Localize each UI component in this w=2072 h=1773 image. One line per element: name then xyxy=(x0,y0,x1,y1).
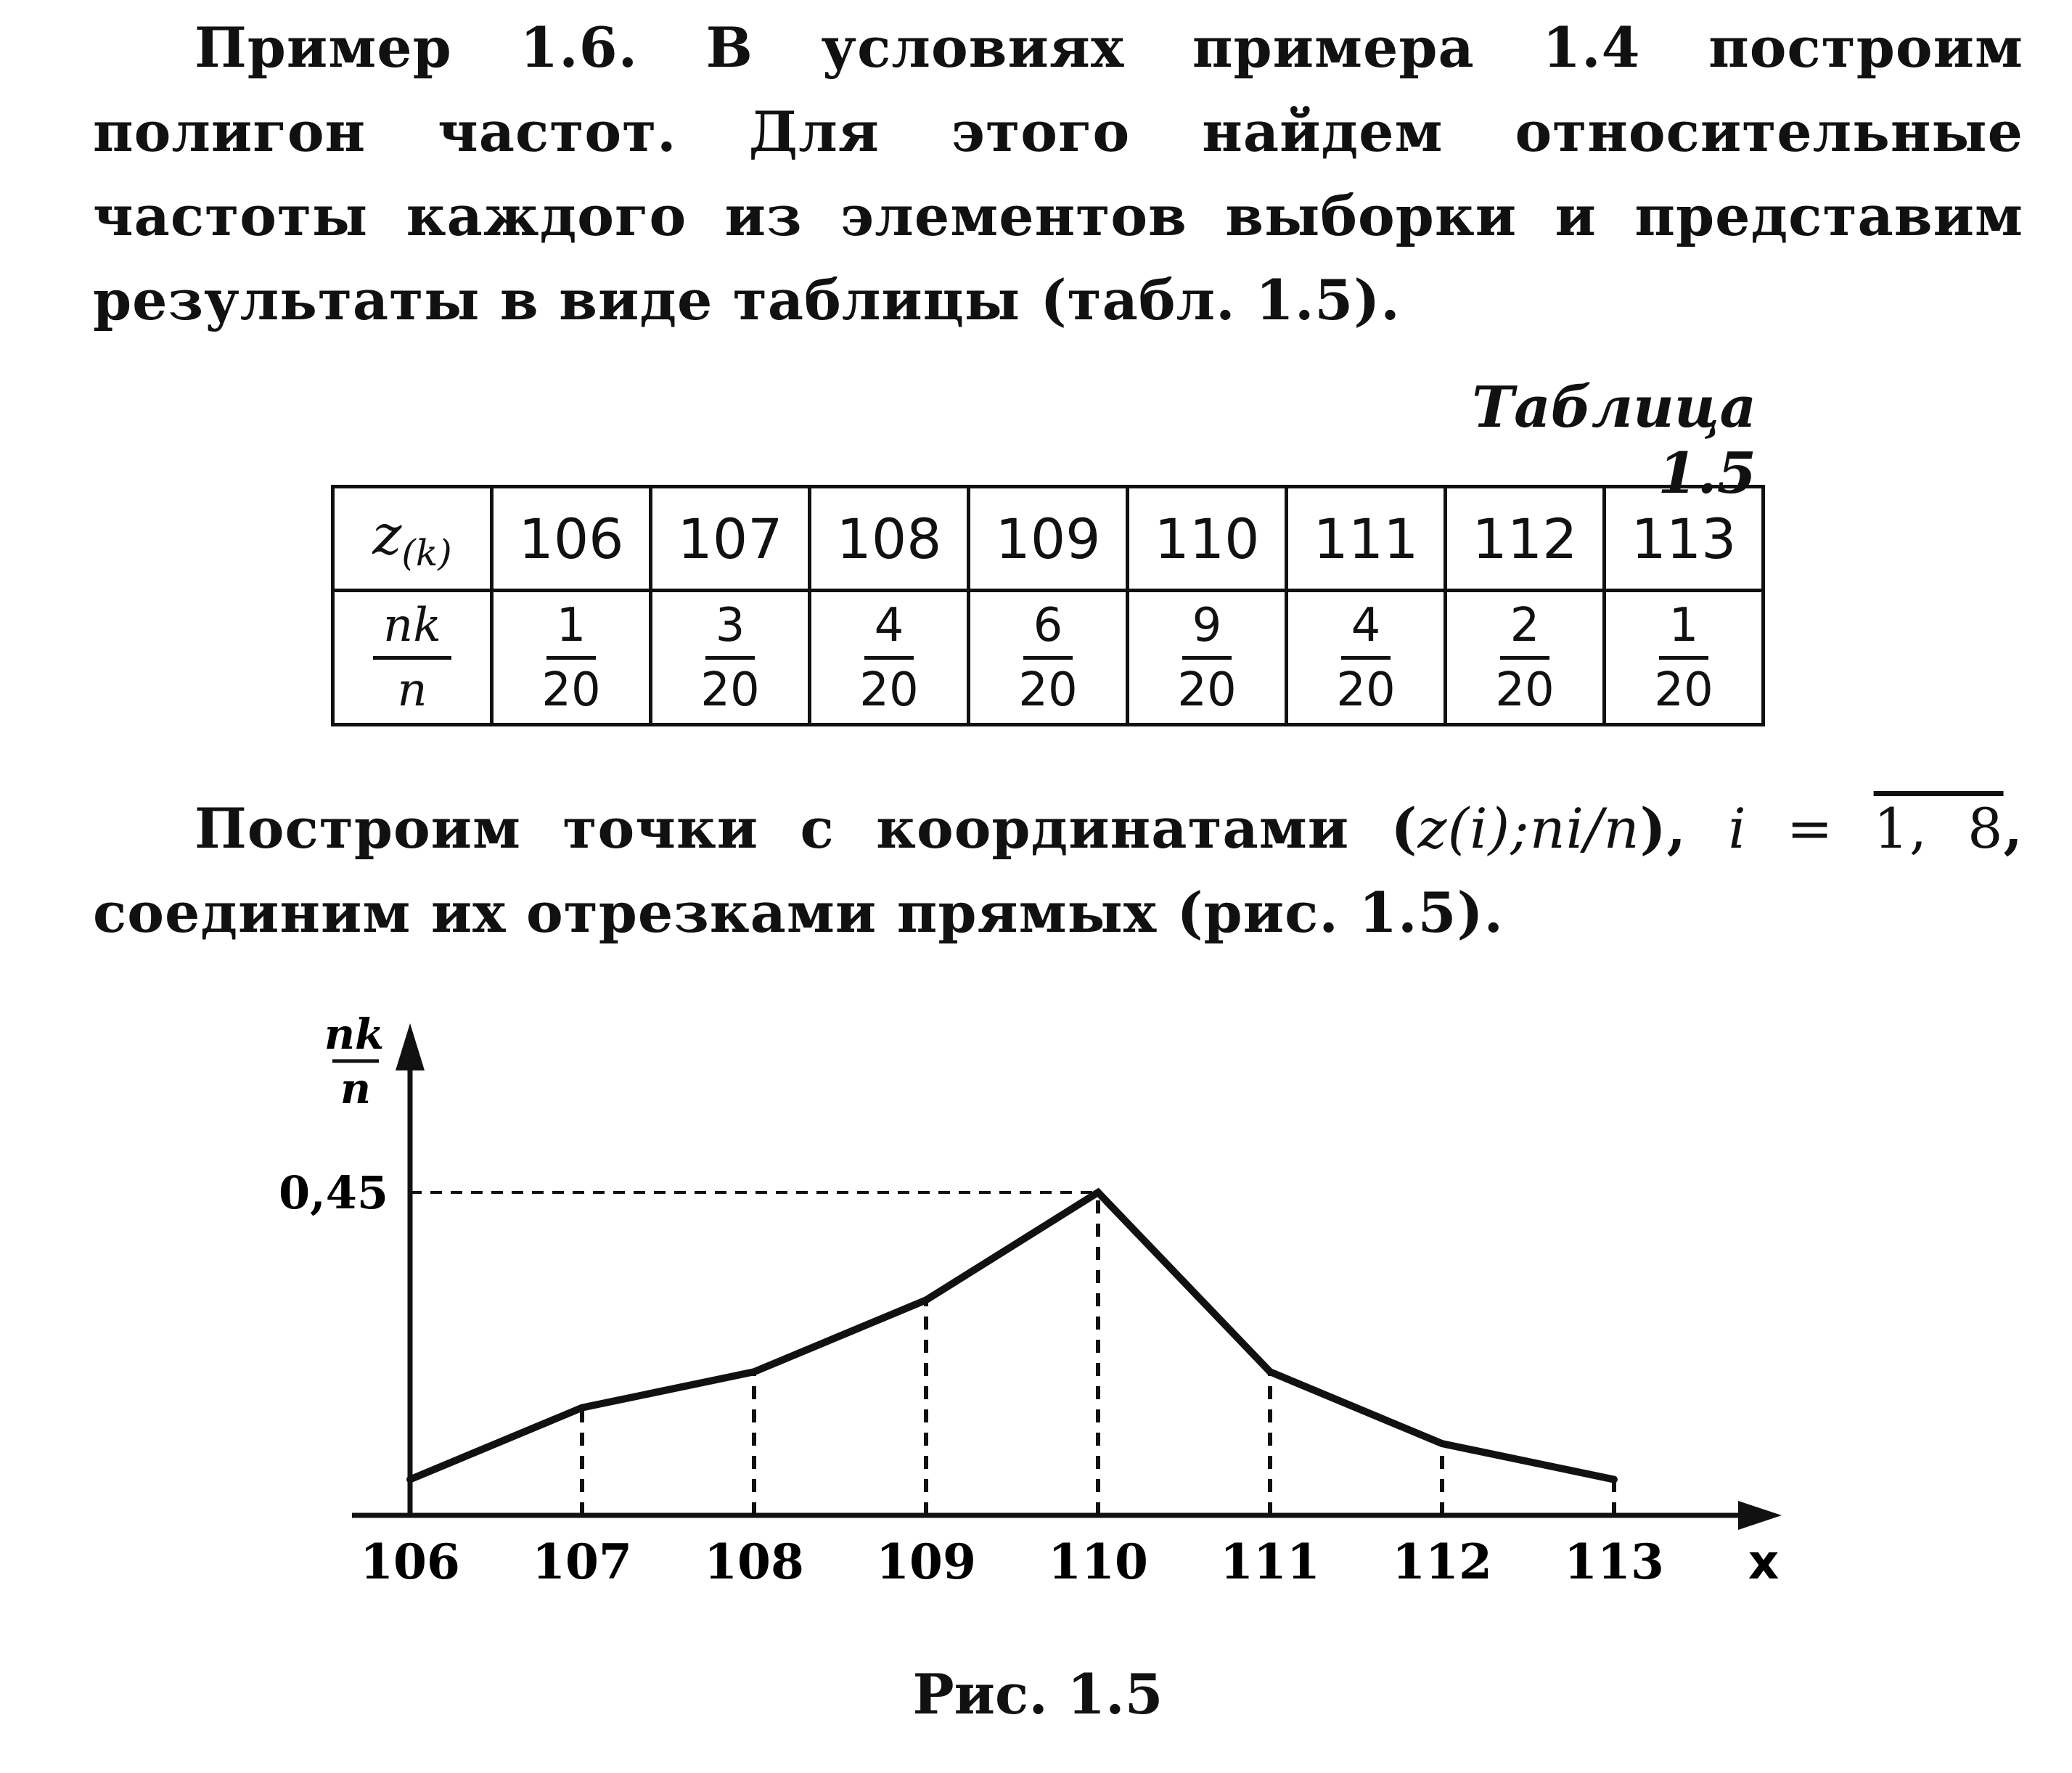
table-value-cell: 108 xyxy=(808,485,970,592)
table-frequency-cell: 1 20 xyxy=(490,589,652,726)
frequency-denominator: 20 xyxy=(1177,663,1237,717)
construction-text-before: Построим точки с координатами ( xyxy=(194,796,1418,861)
table-frequency-cell: 1 20 xyxy=(1602,589,1765,726)
table-frequency-cell: 2 20 xyxy=(1444,589,1606,726)
construction-text-middle: ), xyxy=(1639,796,1729,861)
data-point xyxy=(1094,1189,1102,1196)
z-var: z xyxy=(372,502,402,568)
frequency-numerator: 1 xyxy=(546,602,597,660)
table-frequency-cell: 3 20 xyxy=(649,589,811,726)
data-point xyxy=(1438,1440,1446,1448)
x-tick-label: 106 xyxy=(360,1534,460,1590)
table-value-cell: 109 xyxy=(967,485,1129,592)
data-point xyxy=(406,1475,414,1483)
frequency-denominator: 20 xyxy=(859,663,919,717)
data-point xyxy=(922,1296,930,1304)
frequency-numerator: 6 xyxy=(1023,602,1073,660)
data-point xyxy=(1610,1475,1618,1483)
x-tick-label: 108 xyxy=(704,1534,804,1590)
x-axis-label: x xyxy=(1748,1534,1780,1590)
frequency-polygon-chart: nk n 0,45 106 107 108 109 110 111 112 113 x xyxy=(279,1010,1782,1590)
example-label: Пример 1.6. xyxy=(194,15,639,80)
data-point xyxy=(750,1368,758,1376)
paragraph-construction: Построим точки с координатами (z(i);ni/n… xyxy=(93,787,2023,955)
table-value-cell: 112 xyxy=(1444,485,1606,592)
table-value-cell: 106 xyxy=(490,485,652,592)
x-tick-label: 109 xyxy=(876,1534,976,1590)
x-axis-arrow-icon xyxy=(1738,1501,1782,1530)
data-point xyxy=(578,1404,586,1412)
frequency-denominator: 20 xyxy=(541,663,601,717)
x-tick-label: 113 xyxy=(1564,1534,1664,1590)
frequency-denominator: 20 xyxy=(1336,663,1396,717)
y-axis-label-denominator: n xyxy=(340,1064,371,1113)
y-axis-label-numerator: nk xyxy=(324,1010,384,1059)
table-frequency-cell: 6 20 xyxy=(967,589,1129,726)
frequency-numerator: 3 xyxy=(705,602,755,660)
x-tick-label: 111 xyxy=(1220,1534,1320,1590)
frequency-denominator: 20 xyxy=(1018,663,1078,717)
frequency-denominator: 20 xyxy=(1654,663,1713,717)
table-header-z: z(k) xyxy=(331,485,494,592)
header-numerator: nk xyxy=(373,602,451,660)
frequency-table: z(k) 106 107 108 109 110 111 112 113 nk n 1 20 3 2… xyxy=(331,485,1765,726)
x-tick-label: 112 xyxy=(1392,1534,1492,1590)
index-math: i = xyxy=(1728,796,1874,861)
data-point xyxy=(1266,1368,1274,1376)
header-denominator: n xyxy=(397,663,427,717)
table-value-cell: 113 xyxy=(1602,485,1765,592)
frequency-denominator: 20 xyxy=(700,663,760,717)
frequency-polygon-line xyxy=(409,1187,1616,1483)
paragraph-example: Пример 1.6. В условиях примера 1.4 постр… xyxy=(93,6,2023,343)
frequency-numerator: 4 xyxy=(864,602,914,660)
frequency-numerator: 2 xyxy=(1499,602,1550,660)
example-text: В условиях примера 1.4 построим полигон … xyxy=(93,15,2023,332)
table-value-cell: 111 xyxy=(1285,485,1447,592)
table-frequency-cell: 4 20 xyxy=(1285,589,1447,726)
x-tick-label: 107 xyxy=(532,1534,632,1590)
y-tick-label: 0,45 xyxy=(279,1166,388,1219)
coords-math: z(i);ni/n xyxy=(1417,796,1640,861)
figure-caption: Рис. 1.5 xyxy=(912,1662,1163,1727)
y-axis-arrow-icon xyxy=(396,1023,425,1070)
index-range: 1, 8 xyxy=(1873,796,2004,861)
table-value-cell: 107 xyxy=(649,485,811,592)
table-frequency-cell: 4 20 xyxy=(808,589,970,726)
z-sub: (k) xyxy=(401,532,452,575)
frequency-numerator: 1 xyxy=(1658,602,1709,660)
construction-text-after: , соединим их отрезками прямых (рис. 1.5… xyxy=(93,796,2023,945)
frequency-numerator: 9 xyxy=(1182,602,1232,660)
table-value-cell: 110 xyxy=(1126,485,1288,592)
table-frequency-cell: 9 20 xyxy=(1126,589,1288,726)
table-caption: Таблица 1.5 xyxy=(1472,374,1756,507)
frequency-numerator: 4 xyxy=(1340,602,1391,660)
frequency-denominator: 20 xyxy=(1495,663,1555,717)
x-tick-label: 110 xyxy=(1048,1534,1148,1590)
table-header-relative-frequency: nk n xyxy=(331,589,494,726)
